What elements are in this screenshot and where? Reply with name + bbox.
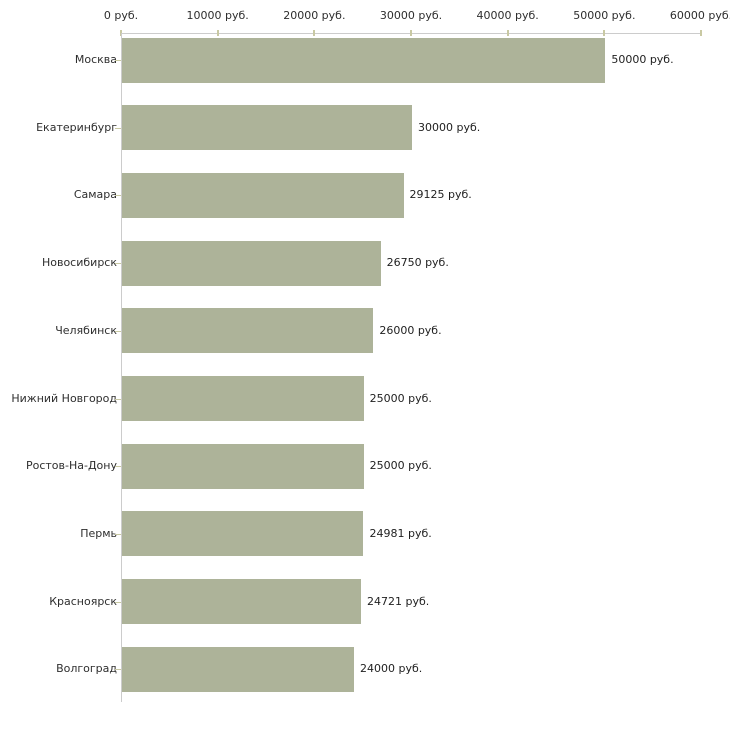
bar <box>122 376 364 421</box>
x-tick-label: 60000 руб. <box>669 9 730 22</box>
value-label: 24721 руб. <box>366 594 430 608</box>
y-axis-line <box>121 33 122 702</box>
x-tick-label: 30000 руб. <box>379 9 443 22</box>
value-label: 29125 руб. <box>409 188 472 202</box>
value-label: 25000 руб. <box>369 391 432 405</box>
x-tick <box>700 30 702 36</box>
category-label: Красноярск <box>49 594 117 608</box>
x-tick-label: 50000 руб. <box>573 9 636 22</box>
bar <box>122 240 381 286</box>
category-label: Пермь <box>80 526 117 540</box>
bar <box>122 37 606 83</box>
bar <box>122 511 364 557</box>
value-label: 24000 руб. <box>360 662 423 676</box>
category-label: Нижний Новгород <box>11 391 117 405</box>
y-tick <box>115 195 121 197</box>
category-label: Самара <box>73 188 117 202</box>
category-label: Ростов-На-Дону <box>25 459 117 473</box>
bar <box>122 105 412 151</box>
value-label: 50000 руб. <box>611 53 674 66</box>
value-label: 30000 руб. <box>418 120 481 134</box>
y-tick <box>115 466 121 468</box>
x-tick <box>216 30 219 36</box>
bar <box>122 443 364 489</box>
value-label: 24981 руб. <box>369 526 432 540</box>
value-label: 26000 руб. <box>379 323 442 337</box>
value-label: 26750 руб. <box>386 256 449 270</box>
bar <box>122 646 354 692</box>
y-tick <box>115 60 121 61</box>
x-tick-label: 0 руб. <box>103 9 139 22</box>
y-tick <box>115 263 121 265</box>
bar <box>122 579 361 625</box>
y-tick <box>115 601 121 603</box>
category-label: Новосибирск <box>41 256 117 270</box>
y-tick <box>115 127 121 129</box>
y-tick <box>115 533 121 535</box>
x-tick-label: 40000 руб. <box>476 9 539 22</box>
y-tick <box>115 669 121 671</box>
category-label: Волгоград <box>56 662 117 676</box>
x-tick <box>313 30 316 36</box>
bar <box>122 308 374 354</box>
category-label: Екатеринбург <box>36 120 117 134</box>
x-tick-label: 10000 руб. <box>186 9 249 22</box>
value-label: 25000 руб. <box>369 459 432 473</box>
x-tick <box>603 30 606 36</box>
y-tick <box>115 398 121 400</box>
bar <box>122 172 404 218</box>
category-label: Москва <box>74 53 117 66</box>
x-tick <box>410 30 412 36</box>
category-label: Челябинск <box>55 323 117 337</box>
x-tick <box>506 30 509 36</box>
y-tick <box>115 330 121 332</box>
x-tick-label: 20000 руб. <box>283 9 346 22</box>
